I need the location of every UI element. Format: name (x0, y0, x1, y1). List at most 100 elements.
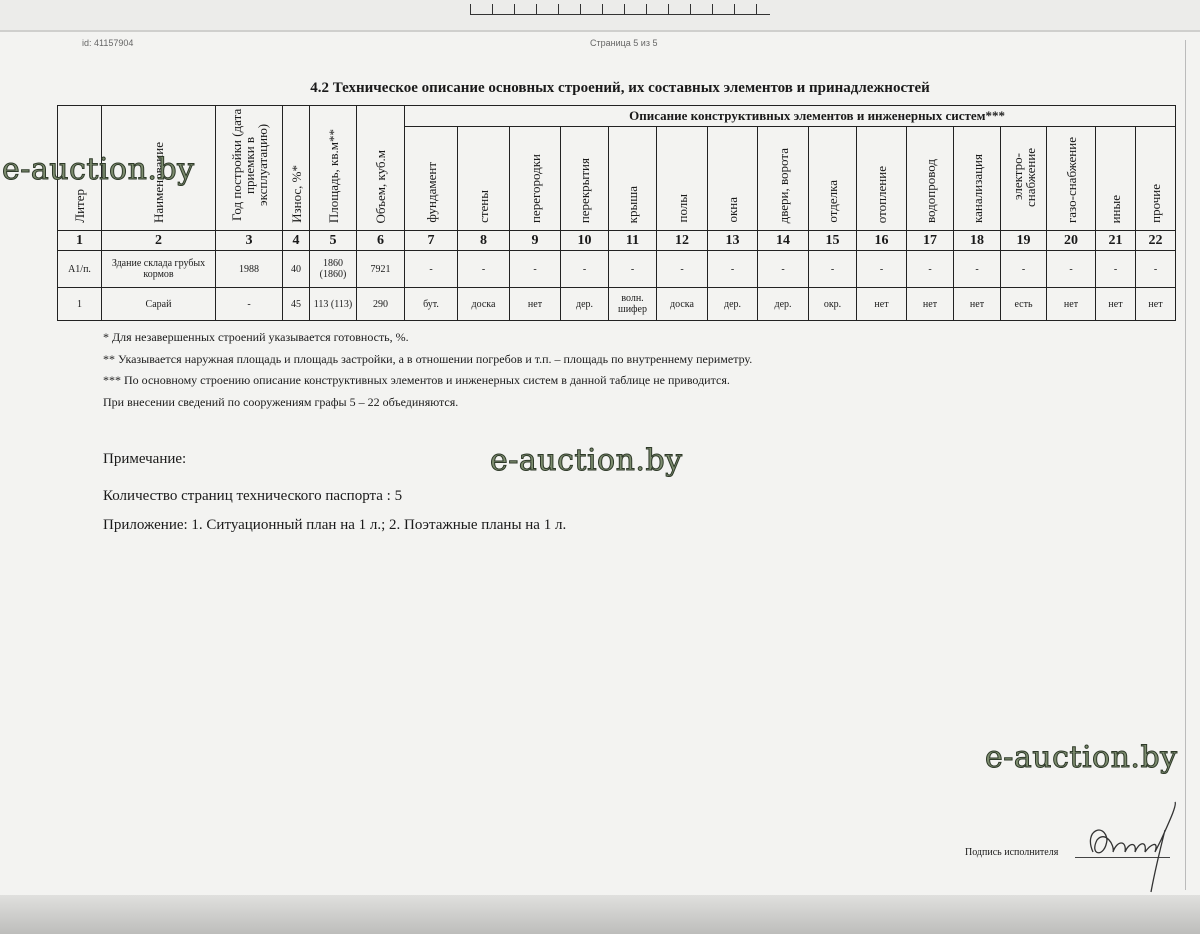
table-cell: - (509, 250, 561, 288)
column-number: 13 (707, 230, 758, 251)
table-cell: дер. (707, 287, 758, 321)
column-header: канализация (953, 126, 1001, 231)
column-header-label: водопровод (922, 158, 938, 223)
column-number: 12 (656, 230, 708, 251)
footnotes: * Для незавершенных строений указывается… (103, 327, 752, 413)
column-number: 20 (1046, 230, 1096, 251)
table-cell: - (457, 250, 510, 288)
table-cell: - (707, 250, 758, 288)
table-cell: нет (1135, 287, 1176, 321)
column-header: стены (457, 126, 510, 231)
table-cell: - (808, 250, 857, 288)
table-cell: - (757, 250, 809, 288)
column-number: 6 (356, 230, 405, 251)
table-cell: бут. (404, 287, 458, 321)
column-number: 21 (1095, 230, 1136, 251)
table-cell: - (1095, 250, 1136, 288)
table-cell: - (953, 250, 1001, 288)
signature (1089, 801, 1176, 893)
column-number: 18 (953, 230, 1001, 251)
column-header: Год постройки (дата приемки в эксплуатац… (215, 105, 283, 231)
column-header: водопровод (906, 126, 954, 231)
watermark: e-auction.by (985, 740, 1178, 776)
footnote: * Для незавершенных строений указывается… (103, 330, 409, 344)
column-number: 14 (757, 230, 809, 251)
watermark: e-auction.by (2, 152, 195, 188)
column-number: 10 (560, 230, 609, 251)
column-number: 11 (608, 230, 657, 251)
column-header: полы (656, 126, 708, 231)
column-header: окна (707, 126, 758, 231)
column-header-label: стены (476, 190, 491, 223)
column-header-label: окна (725, 197, 740, 223)
column-header: отделка (808, 126, 857, 231)
table-cell: - (906, 250, 954, 288)
column-number: 15 (808, 230, 857, 251)
table-cell: доска (656, 287, 708, 321)
column-header-label: двери, ворота (775, 147, 791, 223)
column-number: 5 (309, 230, 357, 251)
column-header: перекрытия (560, 126, 609, 231)
column-number: 7 (404, 230, 458, 251)
document-id: id: 41157904 (82, 38, 134, 48)
column-header: крыша (608, 126, 657, 231)
table-cell: - (1135, 250, 1176, 288)
column-header: перегородки (509, 126, 561, 231)
column-header: Литер (57, 105, 102, 231)
table-cell: дер. (757, 287, 809, 321)
appendix: Приложение: 1. Ситуационный план на 1 л.… (103, 517, 567, 533)
column-number: 2 (101, 230, 216, 251)
scan-bottom-edge (0, 895, 1200, 934)
column-header-label: иные (1108, 194, 1123, 223)
column-header-label: Литер (72, 189, 87, 223)
column-header-label: прочие (1148, 184, 1163, 223)
column-header: электро-снабжение (1000, 126, 1047, 231)
table-cell: - (608, 250, 657, 288)
table-row: А1/п. Здание склада грубых кормов 1988 40 18… (57, 250, 1176, 288)
column-header-label: газо-снабжение (1063, 136, 1079, 223)
footnote: При внесении сведений по сооружениям гра… (103, 394, 459, 409)
column-header: иные (1095, 126, 1136, 231)
table-cell: волн. шифер (608, 287, 657, 321)
column-number: 17 (906, 230, 954, 251)
column-header: Износ, %* (282, 105, 310, 231)
group-header: Описание конструктивных элементов и инже… (404, 105, 1176, 127)
table-cell: А1/п. (57, 250, 102, 288)
buildings-table: Литер Наименование Год постройки (дата при… (57, 105, 1176, 321)
column-header-label: фундамент (423, 162, 439, 223)
table-cell: окр. (808, 287, 857, 321)
page-edge (1185, 40, 1186, 890)
table-cell: 290 (356, 287, 405, 321)
column-number: 3 (215, 230, 283, 251)
table-cell: - (560, 250, 609, 288)
column-number: 4 (282, 230, 310, 251)
table-cell: 7921 (356, 250, 405, 288)
table-cell: нет (856, 287, 907, 321)
column-header: прочие (1135, 126, 1176, 231)
table-row: 1 Сарай -45 113 (113) 290 бут. доска нет дер. вол… (57, 287, 1176, 321)
table-cell: Здание склада грубых кормов (101, 250, 216, 288)
column-header: газо-снабжение (1046, 126, 1096, 231)
column-header-label: канализация (969, 154, 985, 223)
column-header-label: полы (674, 194, 690, 223)
table-cell: 1 (57, 287, 102, 321)
column-header: Площадь, кв.м** (309, 105, 357, 231)
column-number: 16 (856, 230, 907, 251)
table-cell: нет (1095, 287, 1136, 321)
column-header-label: Площадь, кв.м** (325, 128, 341, 223)
ruler-marks (470, 0, 770, 15)
column-header-label: Объем, куб.м (373, 149, 388, 223)
previous-page-edge (0, 0, 1200, 32)
column-header: отопление (856, 126, 907, 231)
table-cell: 45 (282, 287, 310, 321)
column-header: Объем, куб.м (356, 105, 405, 231)
table-cell: 40 (282, 250, 310, 288)
table-cell: - (215, 287, 283, 321)
table-cell: нет (509, 287, 561, 321)
column-header-label: перекрытия (577, 157, 592, 223)
column-header-label: отопление (874, 165, 889, 223)
column-header: Наименование (101, 105, 216, 231)
table-cell: Сарай (101, 287, 216, 321)
table-cell: 1860 (1860) (309, 250, 357, 288)
column-header: двери, ворота (757, 126, 809, 231)
